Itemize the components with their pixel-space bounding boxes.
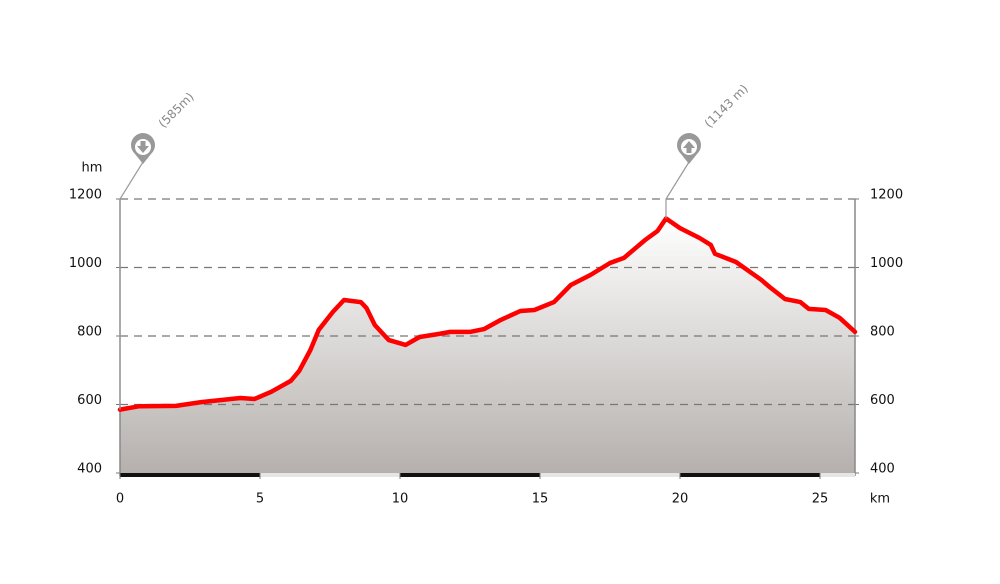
x-tick-label: 5 bbox=[256, 492, 264, 507]
pin-arrow bbox=[137, 141, 149, 153]
x-tick-label: 20 bbox=[672, 492, 689, 507]
x-tick-label: 15 bbox=[532, 492, 549, 507]
scale-bar-segment bbox=[400, 473, 540, 477]
x-axis-label: km bbox=[870, 492, 890, 507]
y-tick-label: 400 bbox=[77, 462, 102, 477]
y-tick-label-right: 1000 bbox=[870, 256, 903, 271]
y-axis-label: hm bbox=[82, 161, 103, 176]
y-tick-label-right: 800 bbox=[870, 325, 895, 340]
y-tick-label: 1000 bbox=[69, 256, 102, 271]
y-tick-label-right: 1200 bbox=[870, 188, 903, 203]
scale-bar-segment bbox=[120, 473, 260, 477]
y-tick-label-right: 600 bbox=[870, 393, 895, 408]
x-tick-label: 0 bbox=[116, 492, 124, 507]
annotation-label: (1143 m) bbox=[702, 82, 751, 131]
x-tick-label: 25 bbox=[812, 492, 829, 507]
y-tick-label: 800 bbox=[77, 325, 102, 340]
pin-arrow bbox=[683, 141, 695, 153]
y-tick-label: 600 bbox=[77, 393, 102, 408]
annotation-leader bbox=[665, 161, 690, 219]
annotation-pin bbox=[677, 133, 701, 164]
scale-bar-segment bbox=[680, 473, 820, 477]
x-tick-label: 10 bbox=[392, 492, 409, 507]
annotation-pin bbox=[131, 133, 156, 164]
area bbox=[120, 218, 855, 473]
annotation-label: (585m) bbox=[156, 90, 197, 131]
y-tick-label-right: 400 bbox=[870, 462, 895, 477]
elevation-line bbox=[117, 216, 858, 412]
annotation-leader bbox=[119, 161, 144, 410]
y-tick-label: 1200 bbox=[69, 188, 102, 203]
